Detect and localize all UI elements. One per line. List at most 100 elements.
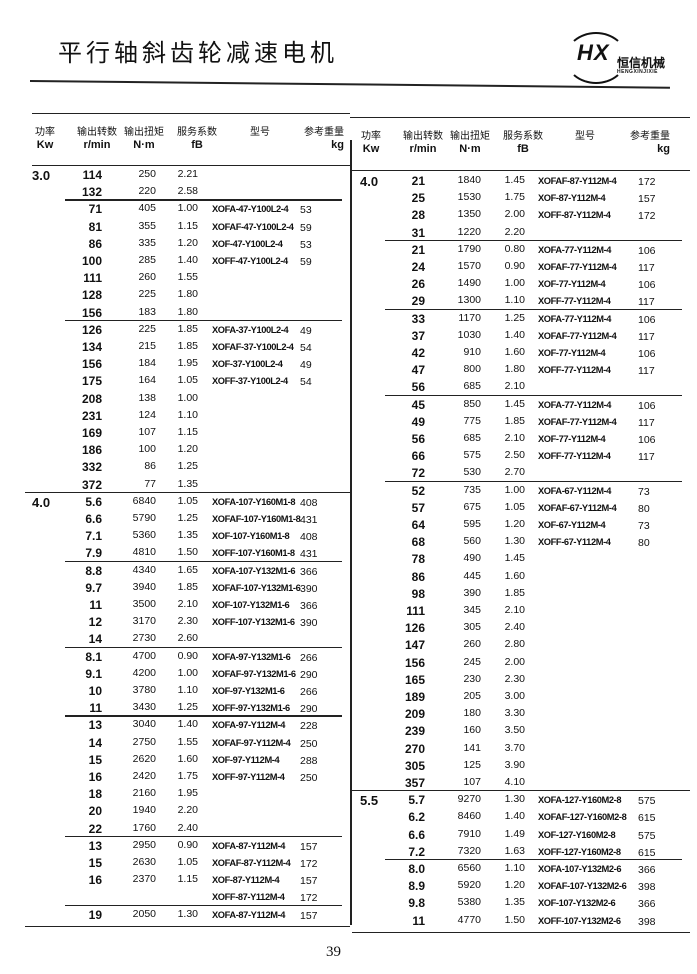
output-torque: 850 xyxy=(463,397,481,410)
model-number: XOFF-127-Y160M2-8 xyxy=(538,846,621,857)
table-row: 189 205 3.00 xyxy=(0,690,697,707)
service-factor: 1.00 xyxy=(177,666,198,679)
table-row: 16 2370 1.15 XOF-87-Y112M-4 157 xyxy=(0,873,697,890)
weight-kg: 106 xyxy=(638,348,656,360)
output-torque: 355 xyxy=(138,219,156,232)
output-speed: 24 xyxy=(411,260,425,274)
output-speed: 42 xyxy=(411,346,425,360)
column-header: 服务系数 fB xyxy=(172,126,222,152)
service-factor: 2.10 xyxy=(504,432,525,444)
output-torque: 595 xyxy=(463,518,481,530)
output-torque: 1300 xyxy=(457,294,481,307)
model-number: XOFF-77-Y112M-4 xyxy=(538,296,611,307)
output-speed: 49 xyxy=(411,414,425,429)
output-torque: 5790 xyxy=(132,512,156,524)
table-row: XOFF-87-Y112M-4 172 xyxy=(0,890,697,907)
output-torque: 775 xyxy=(463,414,481,427)
output-speed: 64 xyxy=(411,518,425,532)
table-row: 13 2950 0.90 XOFA-87-Y112M-4 157 xyxy=(0,839,697,856)
table-row: 156 183 1.80 xyxy=(0,306,697,323)
service-factor: 1.45 xyxy=(504,397,525,410)
power-value: 3.0 xyxy=(32,168,51,183)
service-factor: 1.25 xyxy=(177,460,198,473)
output-speed: 22 xyxy=(88,821,102,836)
weight-kg: 106 xyxy=(638,279,656,292)
table-row: 24 1570 0.90 XOFAF-77-Y112M-4 117 xyxy=(0,260,697,277)
table-row: 111 345 2.10 xyxy=(0,604,697,621)
output-torque: 141 xyxy=(463,741,481,754)
output-torque: 3170 xyxy=(132,615,156,628)
weight-kg: 408 xyxy=(300,496,318,509)
logo-name-cn: 恒信机械 xyxy=(617,56,666,70)
service-factor: 1.00 xyxy=(504,277,525,290)
column-header-unit: Kw xyxy=(362,143,380,155)
model-number: XOF-107-Y132M2-6 xyxy=(538,898,616,909)
output-speed: 372 xyxy=(81,477,102,492)
weight-kg: 117 xyxy=(638,365,655,378)
service-factor: 1.55 xyxy=(177,271,198,284)
output-speed: 13 xyxy=(88,838,102,853)
service-factor: 1.00 xyxy=(177,391,198,404)
column-header-cn: 输出扭矩 xyxy=(124,127,164,138)
table-row: 126 305 2.40 xyxy=(0,621,697,638)
service-factor: 1.20 xyxy=(177,443,198,456)
weight-kg: 172 xyxy=(638,210,656,223)
block-divider xyxy=(65,319,342,322)
weight-kg: 49 xyxy=(300,324,312,337)
column-header-unit: kg xyxy=(657,143,670,155)
weight-kg: 73 xyxy=(638,485,650,498)
model-number: XOFF-97-Y132M1-6 xyxy=(212,703,290,714)
weight-kg: 157 xyxy=(300,840,318,853)
model-number: XOFF-87-Y112M-4 xyxy=(538,210,611,221)
table-row: 56 685 2.10 XOF-77-Y112M-4 106 xyxy=(0,432,697,449)
service-factor: 1.25 xyxy=(177,701,198,714)
service-factor: 0.90 xyxy=(504,260,525,272)
column-header-unit: r/min xyxy=(409,143,437,155)
weight-kg: 398 xyxy=(638,881,656,894)
output-speed: 86 xyxy=(88,236,102,251)
company-logo: HX 恒信机械 HENGXINJIXIE xyxy=(565,32,690,92)
table-row: 22 1760 2.40 xyxy=(0,822,697,839)
weight-kg: 250 xyxy=(300,772,318,784)
model-number: XOF-127-Y160M2-8 xyxy=(538,829,616,840)
model-number: XOFAF-127-Y160M2-8 xyxy=(538,812,627,823)
output-torque: 3040 xyxy=(132,718,156,731)
model-number: XOFA-97-Y132M1-6 xyxy=(212,651,291,662)
output-torque: 685 xyxy=(463,432,481,444)
model-number: XOFF-107-Y132M2-6 xyxy=(538,915,621,926)
service-factor: 1.15 xyxy=(177,873,198,886)
model-number: XOF-47-Y100L2-4 xyxy=(212,238,283,249)
output-speed: 98 xyxy=(411,586,425,601)
output-torque: 138 xyxy=(138,391,156,404)
output-torque: 800 xyxy=(463,363,481,376)
table-row: 332 86 1.25 xyxy=(0,460,697,477)
service-factor: 1.65 xyxy=(177,563,198,576)
column-header-cn: 输出转数 xyxy=(403,131,443,142)
service-factor: 1.00 xyxy=(504,483,525,496)
table-row: 8.0 6560 1.10 XOFA-107-Y132M2-6 366 xyxy=(0,862,697,879)
service-factor: 1.95 xyxy=(177,787,198,800)
weight-kg: 408 xyxy=(300,531,318,544)
service-factor: 0.80 xyxy=(504,242,525,255)
column-header-unit: fB xyxy=(191,139,203,151)
output-torque: 8460 xyxy=(457,810,481,823)
service-factor: 3.90 xyxy=(504,758,525,771)
model-number: XOFA-37-Y100L2-4 xyxy=(212,324,289,335)
output-speed: 126 xyxy=(81,322,102,337)
output-speed: 9.7 xyxy=(85,580,102,595)
model-number: XOFAF-97-Y112M-4 xyxy=(212,737,291,748)
weight-kg: 106 xyxy=(638,313,656,326)
model-number: XOFF-67-Y112M-4 xyxy=(538,537,611,548)
output-torque: 1350 xyxy=(457,208,481,221)
output-torque: 5920 xyxy=(457,879,481,892)
output-speed: 15 xyxy=(88,856,102,870)
weight-kg: 53 xyxy=(300,204,312,217)
output-speed: 357 xyxy=(404,776,425,790)
service-factor: 0.90 xyxy=(177,838,198,851)
service-factor: 2.21 xyxy=(177,168,198,180)
service-factor: 1.05 xyxy=(177,856,198,868)
page-number: 39 xyxy=(326,944,341,960)
table-row: 26 1490 1.00 XOF-77-Y112M-4 106 xyxy=(0,277,697,294)
output-torque: 2050 xyxy=(132,907,156,920)
table-row: 9.7 3940 1.85 XOFAF-107-Y132M1-6 390 xyxy=(0,581,697,598)
